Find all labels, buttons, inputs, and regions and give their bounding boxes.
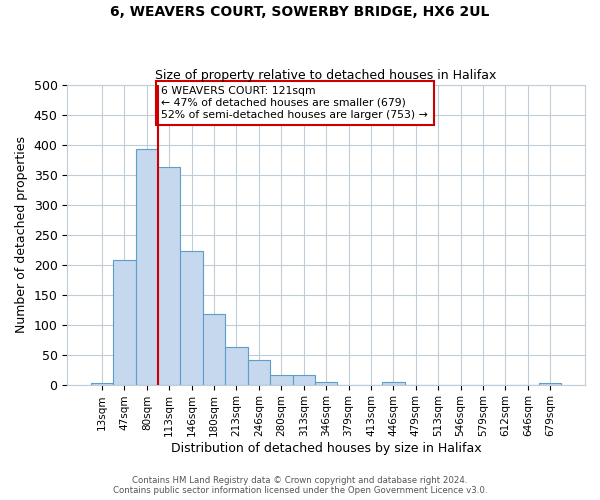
Text: 6, WEAVERS COURT, SOWERBY BRIDGE, HX6 2UL: 6, WEAVERS COURT, SOWERBY BRIDGE, HX6 2U… bbox=[110, 5, 490, 19]
Bar bbox=[225, 347, 248, 385]
Bar bbox=[203, 314, 225, 384]
Text: Contains HM Land Registry data © Crown copyright and database right 2024.
Contai: Contains HM Land Registry data © Crown c… bbox=[113, 476, 487, 495]
Bar bbox=[91, 383, 113, 384]
Bar bbox=[181, 252, 203, 384]
Bar bbox=[158, 168, 181, 384]
Bar bbox=[113, 260, 136, 384]
Text: 6 WEAVERS COURT: 121sqm
← 47% of detached houses are smaller (679)
52% of semi-d: 6 WEAVERS COURT: 121sqm ← 47% of detache… bbox=[161, 86, 428, 120]
Bar bbox=[248, 360, 270, 384]
Y-axis label: Number of detached properties: Number of detached properties bbox=[15, 136, 28, 333]
Bar bbox=[293, 375, 315, 384]
X-axis label: Distribution of detached houses by size in Halifax: Distribution of detached houses by size … bbox=[171, 442, 481, 455]
Bar bbox=[382, 382, 404, 384]
Bar bbox=[270, 375, 293, 384]
Bar bbox=[315, 382, 337, 384]
Title: Size of property relative to detached houses in Halifax: Size of property relative to detached ho… bbox=[155, 69, 497, 82]
Bar bbox=[136, 149, 158, 384]
